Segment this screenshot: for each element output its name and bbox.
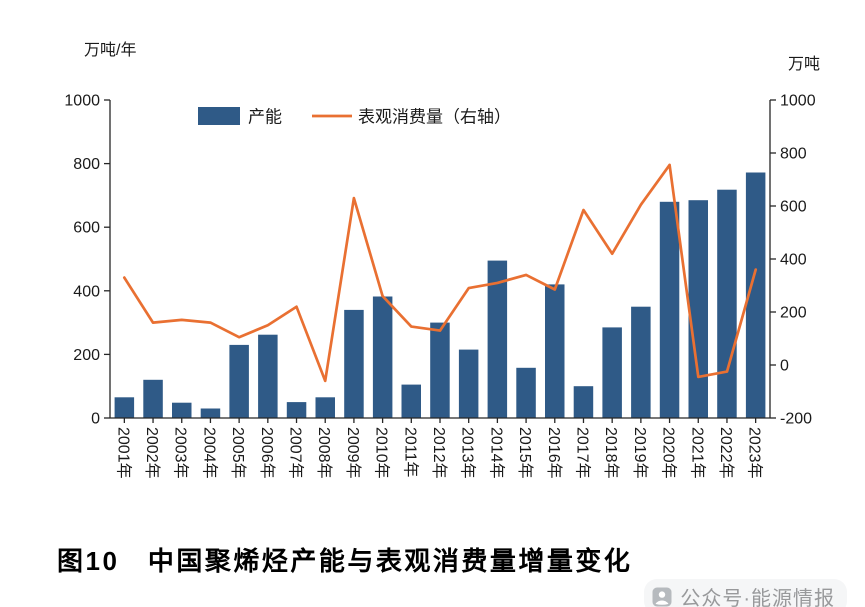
x-axis-tick-label: 2014年 [487,427,505,479]
x-axis-tick-label: 2001年 [114,427,132,479]
capacity-bar [430,322,450,418]
x-axis-tick-label: 2020年 [660,427,678,479]
capacity-bar [286,402,307,418]
left-axis-tick-label: 800 [73,156,100,173]
x-axis-tick-label: 2008年 [315,427,333,479]
capacity-bar [258,334,278,418]
left-axis-tick-label: 400 [73,283,100,300]
x-axis-tick-label: 2003年 [172,427,190,479]
capacity-bar [659,201,680,418]
capacity-bar [631,306,651,418]
right-axis-tick-label: 1000 [780,93,816,110]
wechat-official-account-icon [652,587,672,606]
x-axis-tick-label: 2021年 [688,427,706,479]
capacity-bar [573,386,594,418]
capacity-bar [401,384,421,418]
watermark-text: 公众号·能源情报 [680,588,835,607]
right-axis-unit-label: 万吨 [788,56,821,73]
capacity-bar [545,284,565,418]
capacity-bar [688,200,708,418]
capacity-bar [172,402,192,418]
x-axis-tick-label: 2006年 [258,427,276,479]
right-axis-tick-label: -200 [780,411,812,428]
legend-bar-label: 产能 [248,108,282,127]
figure-caption: 图10 中国聚烯烃产能与表观消费量增量变化 [57,546,633,576]
left-axis-tick-label: 1000 [64,93,100,110]
x-axis-tick-label: 2023年 [746,427,764,479]
x-axis-tick-label: 2016年 [545,427,563,479]
capacity-bar [745,172,766,418]
capacity-bar [229,344,249,418]
x-axis-tick-label: 2019年 [631,427,649,479]
x-axis-tick-label: 2009年 [344,427,362,479]
watermark: 公众号·能源情报 [644,579,847,607]
left-axis-unit-label: 万吨/年 [84,42,137,59]
capacity-bar [458,349,479,418]
capacity-bar [717,189,737,418]
right-axis-tick-label: 200 [780,305,807,322]
right-axis-tick-label: 800 [780,146,807,163]
x-axis-tick-label: 2007年 [287,427,305,479]
x-axis-tick-label: 2015年 [516,427,534,479]
left-axis-tick-label: 200 [73,347,100,364]
right-axis-tick-label: 0 [780,358,789,375]
capacity-bar [200,408,221,418]
x-axis-tick-label: 2018年 [602,427,620,479]
legend-line-label: 表观消费量（右轴） [358,108,511,127]
x-axis-tick-label: 2012年 [430,427,448,479]
capacity-bar [344,309,364,418]
right-axis-tick-label: 600 [780,199,807,216]
left-axis-tick-label: 0 [91,411,100,428]
capacity-bar [487,260,508,418]
x-axis-tick-label: 2010年 [373,427,391,479]
capacity-bar [315,397,335,418]
capacity-bar [602,327,622,418]
x-axis-tick-label: 2017年 [574,427,592,479]
x-axis-tick-label: 2013年 [459,427,477,479]
right-axis-tick-label: 400 [780,252,807,269]
capacity-bar [114,397,135,418]
legend-bar-swatch [198,107,240,125]
x-axis-tick-label: 2011年 [401,427,419,477]
x-axis-tick-label: 2004年 [200,427,218,479]
x-axis-tick-label: 2002年 [143,427,161,479]
x-axis-tick-label: 2022年 [717,427,735,479]
consumption-line [122,163,758,383]
left-axis-tick-label: 600 [73,220,100,237]
x-axis-tick-label: 2005年 [229,427,247,479]
chart-canvas: 0 200 400 600 800 1000 -200 0 200 400 600 800 1000 20… [64,93,816,479]
capacity-bar [516,367,536,418]
capacity-bar [143,379,163,418]
capacity-bar [372,296,393,418]
